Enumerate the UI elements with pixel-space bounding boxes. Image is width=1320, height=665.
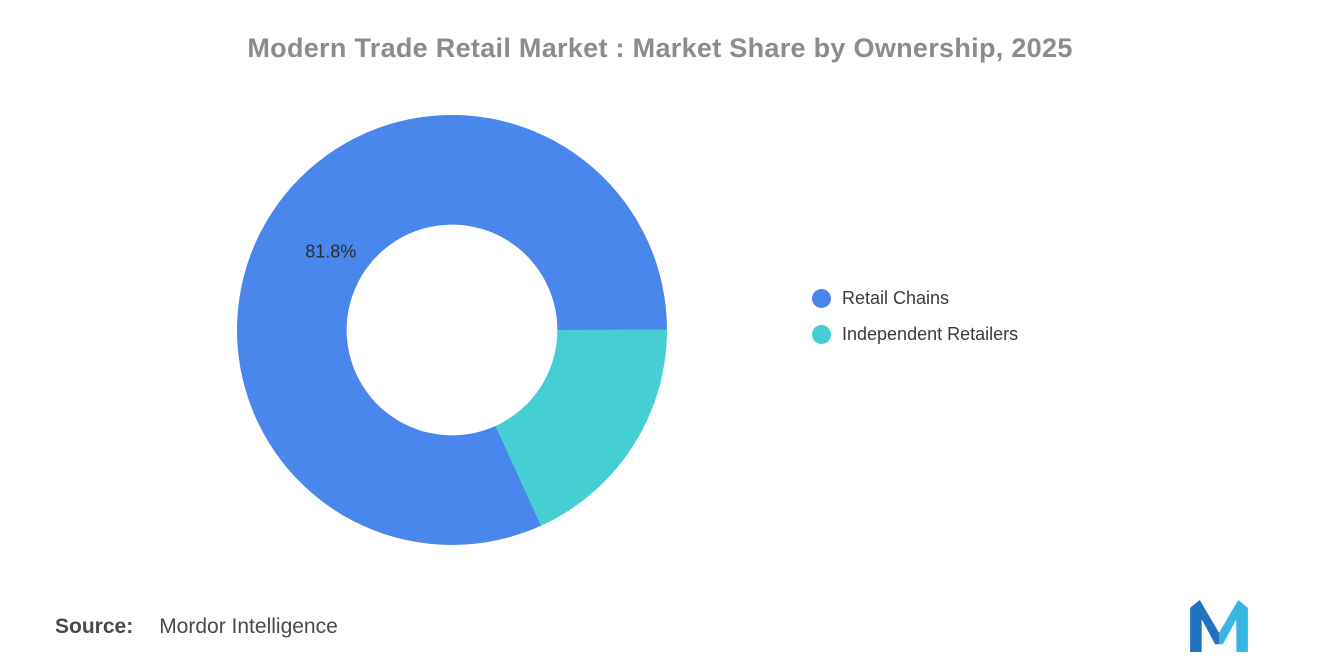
legend-item-independent-retailers: Independent Retailers <box>812 324 1018 345</box>
source-text: Mordor Intelligence <box>159 615 338 638</box>
logo-left-shape <box>1190 600 1219 652</box>
legend-marker-independent-retailers <box>812 325 831 344</box>
mordor-intelligence-logo <box>1190 600 1248 652</box>
donut-slice-independent-retailers <box>495 329 667 526</box>
source-line: Source: Mordor Intelligence <box>55 615 338 639</box>
legend-label-retail-chains: Retail Chains <box>842 288 950 308</box>
donut-slice-retail-chains <box>237 115 667 545</box>
legend: Retail Chains Independent Retailers <box>812 288 1018 345</box>
source-prefix: Source: <box>55 615 134 638</box>
logo-right-shape <box>1219 600 1248 652</box>
donut-chart-svg <box>237 115 667 545</box>
legend-item-retail-chains: Retail Chains <box>812 288 1018 309</box>
slice-label: 81.8% <box>305 241 357 262</box>
legend-marker-retail-chains <box>812 289 831 308</box>
chart-title: Modern Trade Retail Market : Market Shar… <box>247 33 1073 63</box>
legend-label-independent-retailers: Independent Retailers <box>842 324 1019 344</box>
donut-chart: 81.8% <box>237 115 667 545</box>
